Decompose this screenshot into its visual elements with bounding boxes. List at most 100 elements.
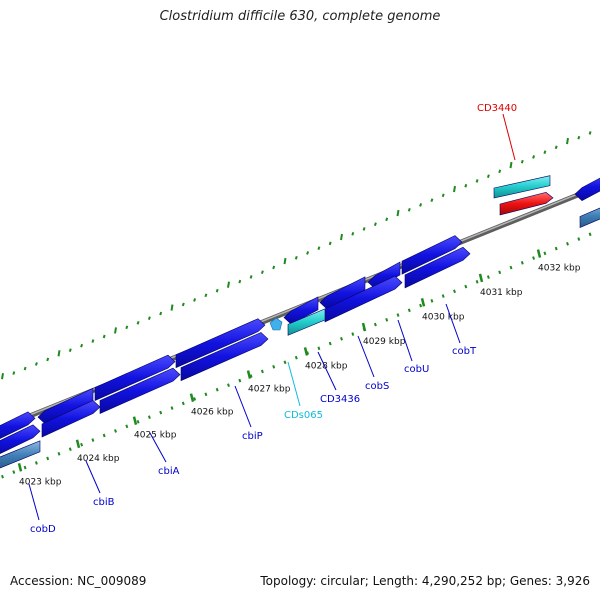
scale-tick-label: 4024 kbp (77, 454, 120, 464)
inner-tick (554, 246, 558, 251)
scale-tick-label: 4025 kbp (134, 431, 177, 441)
inner-tick (430, 298, 434, 303)
outer-tick (68, 348, 72, 353)
outer-tick (80, 343, 84, 348)
gene-feature[interactable] (283, 296, 319, 325)
gene-label-cobt[interactable]: cobT (452, 346, 477, 357)
inner-tick (566, 242, 569, 246)
inner-tick (532, 256, 536, 260)
gene-label-cds065[interactable]: CDs065 (284, 410, 323, 421)
outer-tick (125, 325, 129, 330)
inner-tick (170, 406, 174, 410)
gene-feature[interactable] (404, 246, 471, 289)
inner-tick (57, 451, 61, 456)
outer-tick (294, 255, 298, 260)
label-leader-line (28, 483, 40, 521)
inner-tick (453, 289, 456, 294)
outer-tick (147, 316, 151, 321)
outer-tick (543, 150, 547, 154)
outer-tick (475, 179, 479, 183)
label-leader-line (317, 351, 337, 391)
gene-label-cobu[interactable]: cobU (404, 364, 429, 375)
outer-tick (441, 193, 445, 198)
gene-feature[interactable] (41, 400, 101, 438)
outer-tick (249, 275, 253, 279)
scale-tick-label: 4027 kbp (248, 385, 291, 395)
outer-tick (498, 169, 502, 174)
gene-feature[interactable] (94, 354, 176, 401)
outer-tick (328, 241, 332, 246)
scale-tick-label: 4023 kbp (19, 477, 62, 487)
outer-tick (181, 302, 185, 307)
inner-tick (12, 470, 16, 474)
selected-feature[interactable] (499, 192, 554, 216)
major-tick (478, 273, 484, 283)
inner-tick (136, 419, 140, 424)
feature-labels[interactable]: cobD cbiB cbiA cbiP CDs065 CD3436 cobS cobU cobT… (28, 103, 517, 535)
gene-label-cbib[interactable]: cbiB (93, 497, 115, 508)
outer-tick (464, 183, 468, 188)
gene-feature[interactable] (175, 318, 266, 369)
outer-tick (272, 265, 276, 270)
outer-tick (102, 334, 106, 339)
inner-tick (227, 383, 230, 387)
gene-feature[interactable] (0, 424, 41, 456)
label-leader-line (149, 432, 167, 463)
scale-tick-label: 4031 kbp (480, 288, 523, 298)
inner-tick (283, 360, 287, 365)
inner-tick (181, 401, 185, 406)
gene-label-cd3440[interactable]: CD3440 (477, 103, 517, 114)
gene-label-cobd[interactable]: cobD (30, 524, 56, 535)
major-tick (189, 393, 195, 402)
map-title: Clostridium difficile 630, complete geno… (159, 9, 441, 24)
inner-tick (317, 346, 321, 351)
inner-tick (215, 387, 219, 392)
ncrna-feature[interactable] (269, 317, 283, 331)
outer-tick (385, 217, 389, 222)
outer-tick (520, 159, 524, 164)
outer-tick (588, 131, 592, 135)
inner-tick (498, 270, 502, 275)
inner-tick (204, 392, 208, 397)
inner-tick (351, 332, 355, 336)
inner-tick (385, 317, 389, 322)
gene-feature[interactable] (180, 332, 269, 382)
gene-feature[interactable] (574, 173, 600, 201)
feature-track[interactable] (0, 173, 600, 470)
pseudo-feature[interactable] (0, 440, 41, 470)
inner-tick (80, 442, 84, 447)
inner-tick (486, 275, 490, 279)
inner-tick (588, 232, 592, 237)
gene-label-cd3436[interactable]: CD3436 (320, 394, 360, 405)
scale-tick-label: 4032 kbp (538, 264, 581, 274)
inner-tick (193, 397, 197, 401)
outer-tick (215, 288, 219, 293)
outer-tick (351, 231, 355, 236)
ncrna-feature[interactable] (493, 175, 551, 199)
outer-tick (227, 281, 230, 288)
outer-tick (532, 155, 536, 159)
gene-feature[interactable] (99, 367, 181, 414)
gene-feature[interactable] (401, 235, 463, 275)
gene-label-cbia[interactable]: cbiA (158, 466, 180, 477)
inner-tick (23, 465, 27, 470)
gene-label-cobs[interactable]: cobS (365, 381, 389, 392)
inner-tick (238, 378, 242, 383)
outer-tick (566, 137, 569, 145)
outer-tick (509, 161, 513, 169)
outer-tick (170, 304, 174, 311)
inner-tick (125, 424, 129, 429)
gene-label-cbip[interactable]: cbiP (242, 431, 263, 442)
outer-tick (204, 293, 208, 298)
outer-tick (34, 362, 38, 366)
outer-tick (12, 371, 16, 375)
major-tick (361, 322, 367, 332)
pseudo-feature[interactable] (579, 204, 600, 228)
gene-feature[interactable] (0, 411, 36, 441)
scale-tick-label: 4026 kbp (191, 408, 234, 418)
scale-tick-label: 4029 kbp (363, 337, 406, 347)
inner-tick (147, 415, 151, 420)
ncrna-feature[interactable] (287, 308, 326, 336)
